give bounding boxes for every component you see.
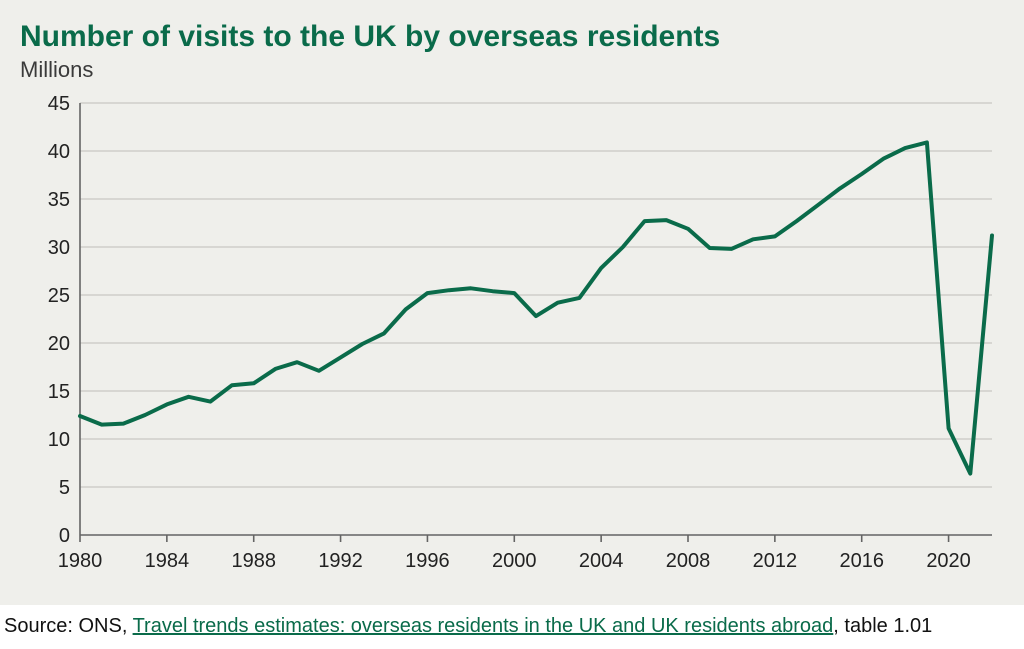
chart-card: Number of visits to the UK by overseas r… [0,0,1024,605]
source-suffix: , table 1.01 [833,615,932,637]
y-tick-label: 0 [59,525,70,547]
chart-plot-area: 0 5 10 15 20 25 30 35 40 45 1980 1984 1988 1992 1996 20… [18,95,1006,587]
x-tick-label: 2012 [753,550,798,572]
y-tick-label: 30 [48,237,70,259]
line-chart-svg: 0 5 10 15 20 25 30 35 40 45 1980 1984 1988 1992 1996 20… [18,95,1006,587]
x-tick-label: 1980 [58,550,103,572]
y-tick-label: 35 [48,189,70,211]
x-tick-label: 2004 [579,550,624,572]
source-prefix: Source: ONS, [4,615,133,637]
chart-subtitle: Millions [20,57,1006,83]
x-tick-label: 1984 [145,550,190,572]
y-tick-label: 10 [48,429,70,451]
y-tick-label: 5 [59,477,70,499]
x-tick-label: 2000 [492,550,537,572]
x-tick-label: 2008 [666,550,711,572]
source-link[interactable]: Travel trends estimates: overseas reside… [133,615,834,637]
y-tick-label: 40 [48,141,70,163]
source-line: Source: ONS, Travel trends estimates: ov… [0,605,1024,638]
x-tick-label: 1996 [405,550,450,572]
x-tick-label: 2016 [839,550,884,572]
x-tick-label: 1988 [231,550,276,572]
x-tick-label: 1992 [318,550,363,572]
y-tick-label: 15 [48,381,70,403]
y-tick-label: 20 [48,333,70,355]
y-tick-label: 45 [48,95,70,115]
y-tick-label: 25 [48,285,70,307]
chart-title: Number of visits to the UK by overseas r… [20,20,1006,55]
data-line [80,142,992,473]
x-tick-label: 2020 [926,550,971,572]
